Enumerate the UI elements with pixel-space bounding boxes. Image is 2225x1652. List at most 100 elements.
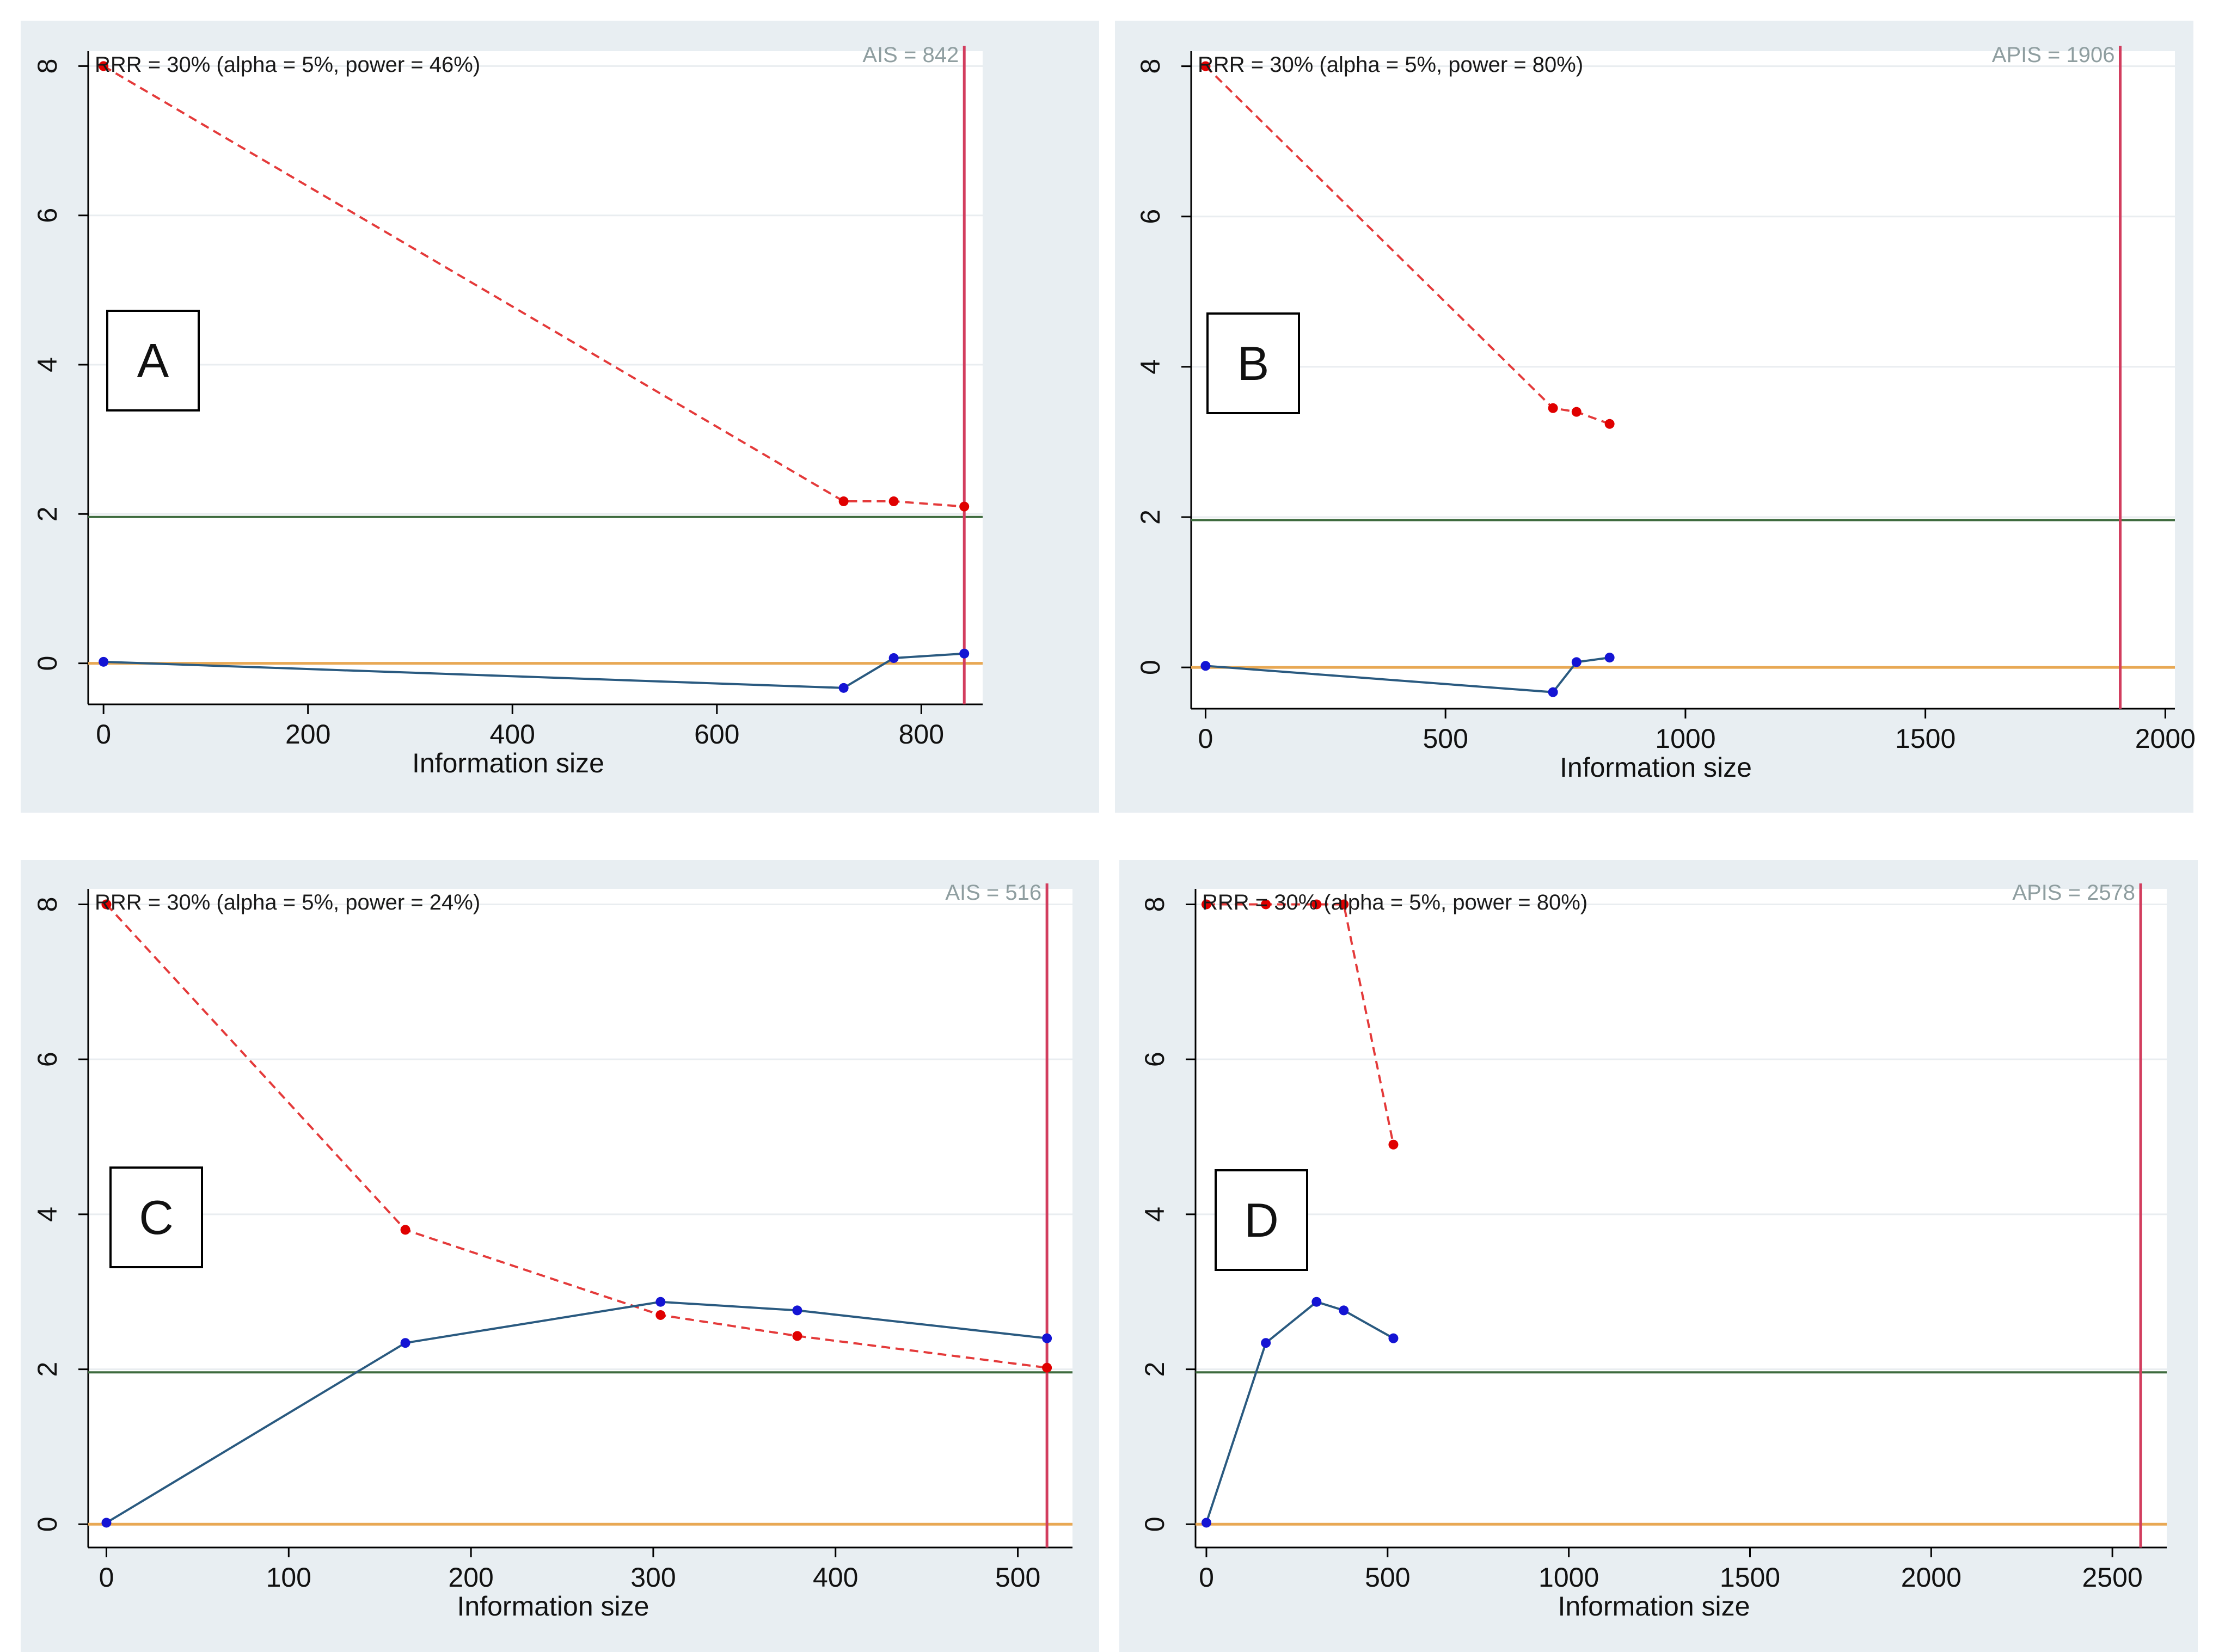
z-curve-point (1604, 653, 1615, 663)
x-tick-label: 0 (1198, 723, 1213, 754)
boundary-point (101, 899, 112, 910)
boundary-point (1339, 899, 1349, 910)
z-curve-point (99, 656, 109, 667)
y-tick-label: 8 (32, 59, 63, 74)
x-tick-label: 100 (266, 1562, 311, 1593)
boundary-point (1201, 899, 1211, 910)
panel-letter: D (1244, 1193, 1279, 1247)
x-tick-label: 500 (1365, 1562, 1410, 1593)
x-axis-label: Information size (412, 748, 604, 778)
y-tick-label: 2 (1139, 1362, 1170, 1377)
boundary-line (103, 65, 965, 508)
boundary-point (838, 496, 849, 506)
y-tick-label: 0 (1135, 660, 1166, 675)
z-curve-point (1339, 1305, 1349, 1316)
panel-letter-box (106, 310, 200, 412)
boundary-point (1388, 1139, 1399, 1150)
x-tick-label: 1000 (1539, 1562, 1599, 1593)
panel-title: RRR = 30% (alpha = 5%, power = 46%) (95, 53, 480, 77)
y-tick-label: 6 (32, 208, 63, 223)
x-tick-label: 400 (490, 719, 535, 750)
boundary-line (1206, 903, 1395, 1145)
x-tick-label: 2500 (2082, 1562, 2143, 1593)
z-curve-point (655, 1297, 666, 1307)
x-axis-label: Information size (457, 1591, 649, 1622)
x-tick-label: 1500 (1895, 723, 1956, 754)
y-tick-label: 8 (32, 897, 63, 912)
boundary-point (1042, 1362, 1052, 1373)
z-curve-point (838, 683, 849, 693)
boundary-point (1604, 419, 1615, 429)
y-tick-label: 4 (1139, 1207, 1170, 1222)
boundary-point (400, 1225, 410, 1235)
boundary-point (1261, 899, 1271, 910)
y-tick-label: 6 (1139, 1052, 1170, 1067)
information-size-label: APIS = 2578 (2012, 881, 2135, 905)
y-tick-label: 8 (1139, 897, 1170, 912)
x-tick-label: 0 (99, 1562, 114, 1593)
y-tick-label: 2 (32, 506, 63, 521)
panel-letter-box (109, 1166, 203, 1268)
x-tick-label: 0 (96, 719, 111, 750)
z-curve-point (1261, 1338, 1271, 1348)
y-tick-label: 4 (32, 357, 63, 372)
y-tick-label: 2 (1135, 509, 1166, 525)
plot-area (88, 51, 983, 704)
panel-letter-box (1206, 312, 1300, 414)
x-tick-label: 400 (813, 1562, 858, 1593)
z-curve-line (1205, 656, 1610, 693)
y-tick-label: 8 (1135, 59, 1166, 74)
z-curve-line (103, 652, 965, 689)
z-curve-point (400, 1338, 410, 1348)
panel-title: RRR = 30% (alpha = 5%, power = 80%) (1202, 891, 1587, 914)
x-tick-label: 2000 (1901, 1562, 1962, 1593)
boundary-point (655, 1310, 666, 1320)
y-tick-label: 0 (32, 656, 63, 671)
boundary-point (1548, 403, 1558, 413)
z-curve-point (792, 1305, 802, 1316)
y-tick-label: 0 (1139, 1516, 1170, 1532)
boundary-point (1571, 407, 1582, 417)
x-tick-label: 1500 (1720, 1562, 1780, 1593)
x-tick-label: 300 (630, 1562, 676, 1593)
panel-title: RRR = 30% (alpha = 5%, power = 24%) (95, 891, 480, 914)
plot-area (1191, 51, 2175, 709)
x-tick-label: 2000 (2135, 723, 2196, 754)
boundary-point (99, 61, 109, 71)
z-curve-point (1200, 661, 1211, 671)
z-curve-point (1201, 1518, 1211, 1528)
x-tick-label: 0 (1199, 1562, 1214, 1593)
information-size-label: AIS = 516 (945, 881, 1041, 905)
x-tick-label: 200 (448, 1562, 493, 1593)
z-curve-point (1042, 1333, 1052, 1343)
plot-area (1196, 889, 2167, 1547)
x-tick-label: 600 (694, 719, 739, 750)
boundary-point (1200, 61, 1211, 71)
x-tick-label: 500 (995, 1562, 1040, 1593)
z-curve-point (101, 1518, 112, 1528)
x-axis-label: Information size (1558, 1591, 1750, 1622)
y-tick-label: 2 (32, 1362, 63, 1377)
boundary-point (1311, 899, 1322, 910)
z-curve-point (1548, 687, 1558, 697)
x-tick-label: 800 (899, 719, 944, 750)
y-tick-label: 6 (32, 1052, 63, 1067)
z-curve-point (1388, 1333, 1399, 1343)
panel-title: RRR = 30% (alpha = 5%, power = 80%) (1198, 53, 1583, 77)
panel-letter: B (1237, 336, 1270, 390)
information-size-label: APIS = 1906 (1992, 43, 2115, 67)
boundary-point (959, 501, 970, 512)
panel-letter: C (139, 1190, 174, 1244)
y-tick-label: 0 (32, 1516, 63, 1532)
x-tick-label: 500 (1423, 723, 1468, 754)
z-curve-point (1311, 1297, 1322, 1307)
boundary-point (792, 1331, 802, 1341)
y-tick-label: 4 (32, 1207, 63, 1222)
z-curve-point (959, 648, 970, 659)
panel-letter: A (137, 334, 169, 388)
x-tick-label: 200 (285, 719, 330, 750)
